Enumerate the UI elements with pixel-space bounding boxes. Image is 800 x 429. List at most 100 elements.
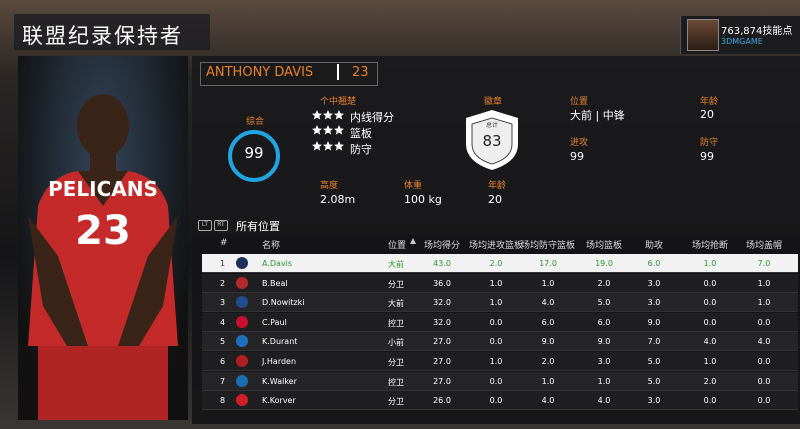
table-cell: 9.0 <box>597 337 611 347</box>
table-cell: 1.0 <box>489 278 503 288</box>
team-logo <box>236 394 248 407</box>
table-row[interactable] <box>202 332 798 352</box>
table-cell: 1.0 <box>703 357 717 366</box>
team-logo <box>236 355 248 367</box>
overall-label: 综合 <box>246 117 265 127</box>
badges-label: 徽章 <box>484 97 503 107</box>
defense-value: 99 <box>700 150 714 163</box>
table-cell: 0.0 <box>703 317 717 327</box>
table-cell: 4.0 <box>541 396 555 406</box>
player-name: A.Davis <box>262 259 293 268</box>
column-header: 场均进攻篮板 <box>468 241 523 251</box>
player-name: ANTHONY DAVIS <box>206 65 314 80</box>
table-cell: 1.0 <box>757 278 771 288</box>
record-table: # 名称 位置 场均得分 场均进攻篮板 场均防守篮板 场均篮板 助攻 场均抢断 场均盖帽 1 A.Da… <box>192 234 800 424</box>
defense-label: 防守 <box>700 138 719 148</box>
jersey-number: 23 <box>75 208 131 254</box>
table-cell: 1.0 <box>489 298 503 308</box>
table-cell: 3.0 <box>647 396 661 406</box>
position-label: 位置 <box>570 97 589 107</box>
table-cell: 3.0 <box>597 357 611 366</box>
table-cell: 控卫 <box>388 318 404 328</box>
age-value: 20 <box>700 108 714 121</box>
table-cell: 0.0 <box>703 278 717 288</box>
column-header: 场均盖帽 <box>745 241 782 251</box>
table-row[interactable] <box>202 391 798 411</box>
table-cell: 1.0 <box>541 278 555 288</box>
portrait-panel: PELICANS 23 <box>18 56 188 420</box>
table-cell: 0.0 <box>703 298 717 308</box>
table-cell: 6.0 <box>647 259 661 268</box>
offense-label: 进攻 <box>570 138 589 148</box>
specialty: 内线得分 <box>350 111 394 124</box>
table-cell: 0.0 <box>757 357 771 366</box>
table-cell: 5 <box>220 337 226 347</box>
table-cell: 9.0 <box>541 337 555 347</box>
name-box <box>200 62 378 86</box>
table-cell: 5.0 <box>597 298 611 308</box>
player-name: K.Korver <box>262 396 296 406</box>
table-cell: 大前 <box>388 260 404 269</box>
table-cell: 43.0 <box>433 259 451 268</box>
table-row[interactable] <box>202 371 798 391</box>
table-cell: 8 <box>220 396 226 406</box>
weight-value: 100 kg <box>404 193 442 206</box>
table-cell: 4.0 <box>597 396 611 406</box>
table-cell: 2.0 <box>597 278 611 288</box>
table-row[interactable] <box>202 312 798 332</box>
table-cell: 36.0 <box>433 278 451 288</box>
table-cell: 4.0 <box>703 337 717 347</box>
table-cell: 1 <box>220 259 226 268</box>
position-value: 大前 | 中锋 <box>570 109 625 122</box>
team-logo <box>236 296 248 309</box>
height-label: 高度 <box>320 181 339 191</box>
table-cell: 7.0 <box>757 259 771 268</box>
jersey-team: PELICANS <box>48 177 158 201</box>
column-header: 名称 <box>262 241 281 251</box>
table-cell: 2.0 <box>541 357 555 366</box>
badges-value: 83 <box>482 132 502 150</box>
table-cell: 9.0 <box>647 317 661 327</box>
table-cell: 2 <box>220 278 226 288</box>
table-cell: 0.0 <box>703 396 717 406</box>
column-header: 助攻 <box>644 241 663 251</box>
specialty: 篮板 <box>350 127 372 140</box>
table-row[interactable] <box>202 273 798 293</box>
overall-ring <box>228 130 280 182</box>
specialties-label: 个中翘楚 <box>320 97 357 107</box>
table-cell: 19.0 <box>595 259 613 268</box>
table-cell: 0.0 <box>757 396 771 406</box>
table-cell: 1.0 <box>597 376 611 386</box>
table-row[interactable] <box>202 254 798 273</box>
table-cell: 5.0 <box>647 357 661 366</box>
table-row[interactable] <box>202 352 798 371</box>
title-box <box>14 14 210 50</box>
table-cell: 4 <box>220 317 226 327</box>
star-icons <box>312 110 344 151</box>
player-name: J.Harden <box>262 357 297 366</box>
overall-value: 99 <box>244 144 264 162</box>
table-cell: 1.0 <box>489 357 503 366</box>
lt-button[interactable]: LT <box>198 220 212 231</box>
column-header: 位置 <box>388 241 407 251</box>
table-cell: 27.0 <box>433 337 451 347</box>
table-cell: 3.0 <box>647 278 661 288</box>
filter-label[interactable]: 所有位置 <box>236 220 280 233</box>
player-number: 23 <box>352 65 369 80</box>
team-logo <box>236 315 248 328</box>
table-cell: 32.0 <box>433 317 451 327</box>
table-cell: 7 <box>220 376 226 386</box>
column-header: # <box>220 238 228 248</box>
info-panel: ANTHONY DAVIS 23 综合 99 个中翘楚 内线得分 篮板 防守 徽… <box>192 56 800 214</box>
table-cell: 0.0 <box>489 376 503 386</box>
column-header: 场均抢断 <box>691 241 728 251</box>
skill-points: 763,874技能点 <box>721 26 793 37</box>
sort-arrow <box>410 238 416 244</box>
account-name: 3DMGAME <box>721 37 763 46</box>
table-cell: 3 <box>220 298 226 308</box>
player-name: D.Nowitzki <box>262 298 305 308</box>
table-cell: 小前 <box>388 338 404 348</box>
table-row[interactable] <box>202 293 798 313</box>
rt-button[interactable]: RT <box>214 220 228 231</box>
table-cell: 27.0 <box>433 357 451 366</box>
